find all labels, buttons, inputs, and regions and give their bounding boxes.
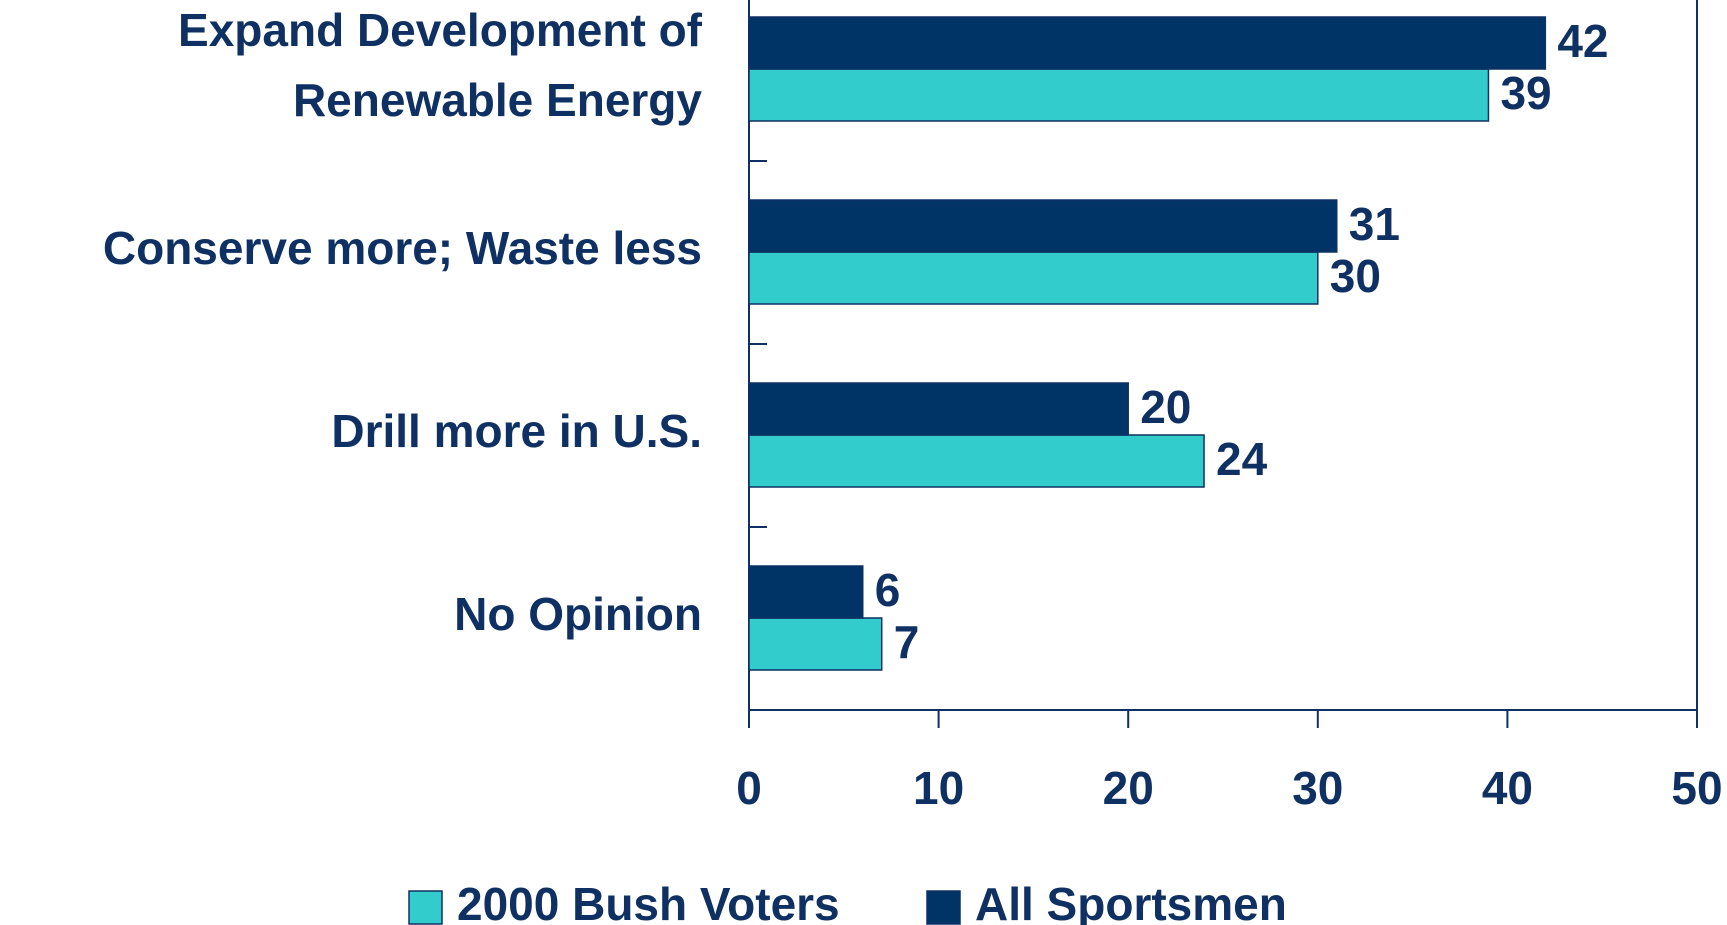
bar bbox=[748, 68, 1490, 122]
bar bbox=[748, 617, 883, 671]
legend-label: All Sportsmen bbox=[975, 878, 1287, 925]
value-label: 39 bbox=[1500, 67, 1551, 119]
legend-swatch bbox=[408, 890, 443, 925]
x-tick-label: 10 bbox=[913, 762, 964, 814]
bar bbox=[748, 199, 1338, 253]
value-label: 42 bbox=[1557, 15, 1608, 67]
bar bbox=[748, 434, 1205, 488]
x-tick-label: 20 bbox=[1103, 762, 1154, 814]
legend-label: 2000 Bush Voters bbox=[457, 878, 840, 925]
legend-swatch bbox=[926, 890, 961, 925]
value-label: 6 bbox=[875, 564, 901, 616]
category-label: No Opinion bbox=[454, 588, 702, 640]
value-label: 31 bbox=[1349, 198, 1400, 250]
bar bbox=[748, 16, 1547, 70]
x-tick-label: 50 bbox=[1671, 762, 1722, 814]
bar bbox=[748, 251, 1319, 305]
bar bbox=[748, 382, 1129, 436]
x-tick-label: 30 bbox=[1292, 762, 1343, 814]
category-label: Drill more in U.S. bbox=[331, 405, 702, 457]
x-tick-label: 40 bbox=[1482, 762, 1533, 814]
value-label: 20 bbox=[1140, 381, 1191, 433]
category-label: Expand Development of Renewable Energy bbox=[178, 4, 703, 126]
value-label: 30 bbox=[1330, 250, 1381, 302]
x-tick-label: 0 bbox=[736, 762, 762, 814]
value-label: 7 bbox=[894, 616, 920, 668]
bar bbox=[748, 565, 864, 619]
value-label: 24 bbox=[1216, 433, 1268, 485]
category-label: Conserve more; Waste less bbox=[103, 222, 702, 274]
